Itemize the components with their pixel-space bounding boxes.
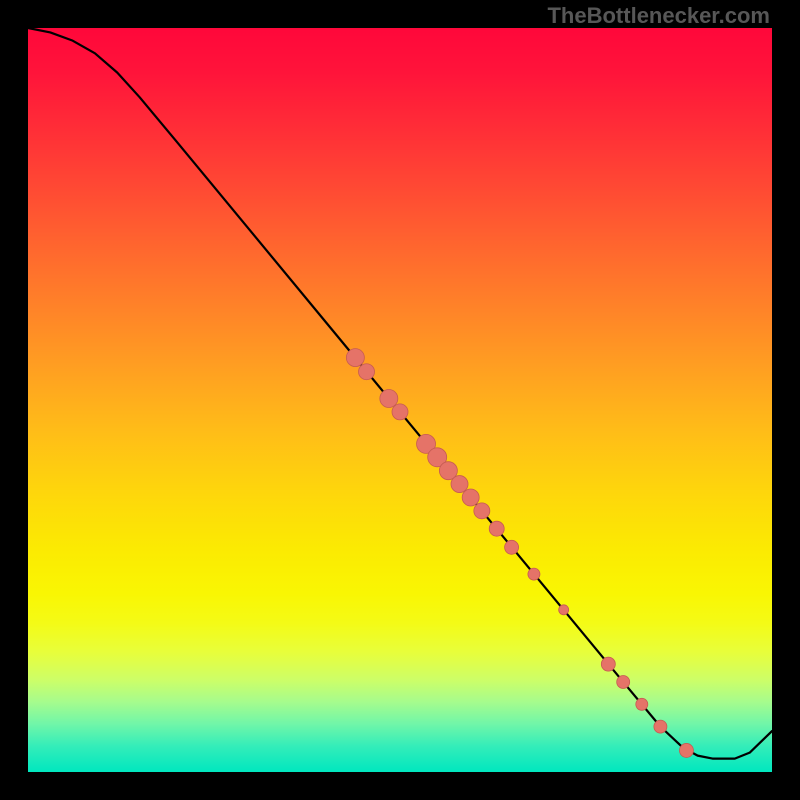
chart-canvas (0, 0, 800, 800)
chart-root: TheBottlenecker.com (0, 0, 800, 800)
